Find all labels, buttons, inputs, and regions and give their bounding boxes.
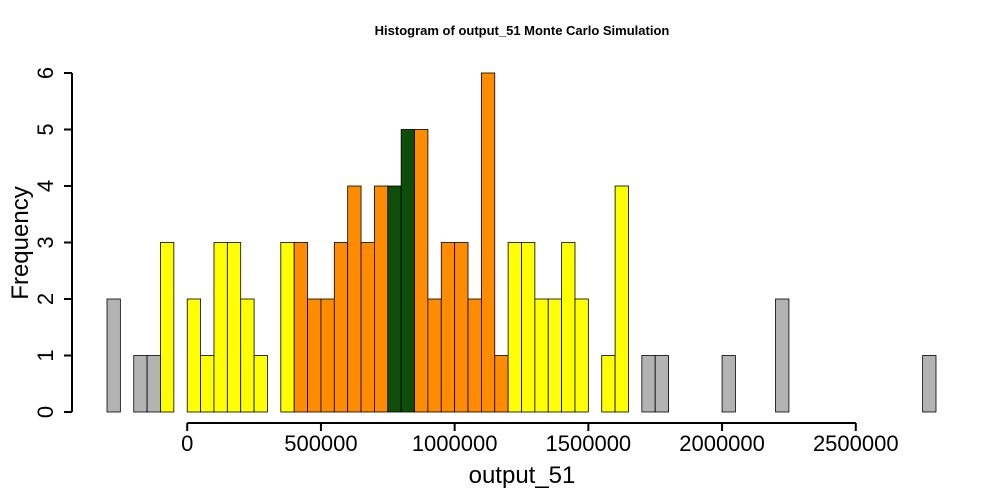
- x-tick-label: 1500000: [546, 431, 632, 456]
- chart-title: Histogram of output_51 Monte Carlo Simul…: [375, 23, 670, 38]
- histogram-bar: [440, 242, 456, 413]
- x-tick-label: 2000000: [679, 431, 765, 456]
- histogram-bar: [775, 298, 790, 413]
- histogram-bar: [467, 298, 482, 413]
- histogram-bar: [360, 242, 375, 413]
- y-tick-label: 0: [33, 406, 58, 418]
- histogram-bar: [561, 242, 576, 413]
- histogram-bar: [721, 355, 736, 413]
- x-axis: 0 500000 1000000 1500000 2000000 2500000: [181, 422, 899, 456]
- y-axis: 0 1 2 3 4 5 6: [33, 67, 73, 418]
- histogram-bar: [427, 298, 442, 413]
- histogram-bars: [106, 72, 937, 413]
- histogram-bar: [200, 355, 215, 413]
- x-tick-label: 0: [181, 431, 193, 456]
- histogram-bar: [654, 355, 669, 413]
- y-tick-label: 4: [33, 180, 58, 192]
- histogram-bar: [454, 242, 469, 413]
- y-tick-label: 6: [33, 67, 58, 79]
- histogram-bar: [186, 298, 201, 413]
- y-tick-label: 5: [33, 123, 58, 135]
- histogram-bar: [614, 185, 629, 413]
- histogram-bar: [494, 355, 509, 413]
- histogram-bar: [293, 242, 308, 413]
- histogram-bar: [547, 298, 563, 413]
- histogram-bar: [307, 298, 322, 413]
- histogram-bar: [521, 242, 536, 413]
- histogram-bar: [601, 355, 616, 413]
- histogram-bar: [347, 185, 362, 413]
- histogram-bar: [400, 129, 415, 413]
- histogram-bar: [333, 242, 349, 413]
- histogram-bar: [534, 298, 549, 413]
- histogram-bar: [213, 242, 228, 413]
- y-tick-label: 1: [33, 349, 58, 361]
- histogram-bar: [253, 355, 268, 413]
- histogram-bar: [160, 242, 175, 413]
- y-tick-label: 2: [33, 293, 58, 305]
- histogram-bar: [387, 185, 402, 413]
- histogram-bar: [280, 242, 295, 413]
- x-tick-label: 2500000: [813, 431, 899, 456]
- histogram-bar: [146, 355, 161, 413]
- y-axis-label: Frequency: [7, 186, 34, 299]
- x-axis-label: output_51: [469, 462, 576, 489]
- x-tick-label: 500000: [284, 431, 357, 456]
- histogram-bar: [133, 355, 148, 413]
- histogram-bar: [240, 298, 255, 413]
- histogram-bar: [574, 298, 589, 413]
- histogram-bar: [320, 298, 335, 413]
- histogram-bar: [414, 129, 429, 413]
- histogram-bar: [507, 242, 522, 413]
- histogram-bar: [374, 185, 389, 413]
- histogram-bar: [106, 298, 121, 413]
- x-tick-label: 1000000: [412, 431, 498, 456]
- histogram-bar: [641, 355, 656, 413]
- y-tick-label: 3: [33, 236, 58, 248]
- histogram-bar: [480, 72, 496, 413]
- histogram-bar: [226, 242, 242, 413]
- histogram-bar: [922, 355, 937, 413]
